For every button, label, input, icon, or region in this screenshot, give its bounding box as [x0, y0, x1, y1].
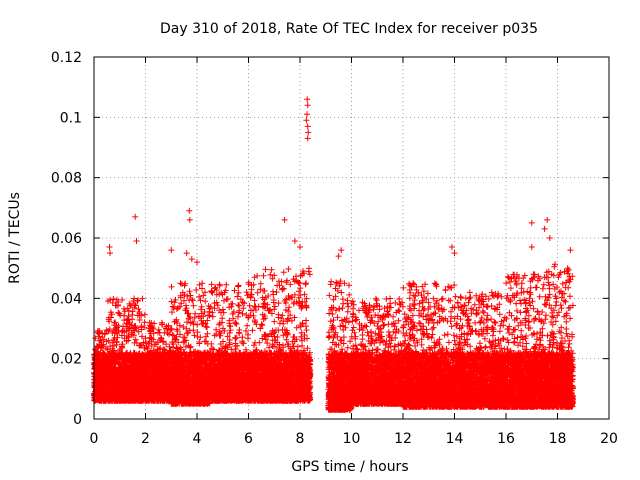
x-tick-label: 2	[141, 431, 150, 447]
data-points	[91, 96, 576, 413]
x-axis-label: GPS time / hours	[291, 459, 408, 475]
y-tick-label: 0.02	[51, 352, 82, 368]
x-tick-label: 12	[394, 431, 412, 447]
y-tick-label: 0.1	[60, 110, 82, 126]
x-tick-label: 18	[549, 431, 567, 447]
y-tick-label: 0.04	[51, 291, 82, 307]
chart-title: Day 310 of 2018, Rate Of TEC Index for r…	[160, 21, 538, 37]
x-tick-label: 10	[343, 431, 361, 447]
y-tick-label: 0.12	[51, 50, 82, 66]
roti-markers	[91, 96, 576, 413]
x-tick-label: 6	[244, 431, 253, 447]
x-tick-label: 20	[600, 431, 618, 447]
x-tick-label: 4	[193, 431, 202, 447]
y-tick-label: 0.06	[51, 231, 82, 247]
x-tick-label: 8	[296, 431, 305, 447]
y-tick-label: 0	[73, 412, 82, 428]
plot-frame	[93, 56, 610, 420]
grid-lines	[94, 57, 609, 419]
y-tick-label: 0.08	[51, 171, 82, 187]
y-axis-label: ROTI / TECUs	[7, 192, 23, 284]
x-tick-label: 16	[497, 431, 515, 447]
axis-ticks: 0 2 4 6 8 10 12 14 16 18 20 0 0.02 0.04 0.06 0.08 0.1 0.1…	[51, 50, 618, 447]
x-tick-label: 14	[446, 431, 464, 447]
x-tick-label: 0	[90, 431, 99, 447]
